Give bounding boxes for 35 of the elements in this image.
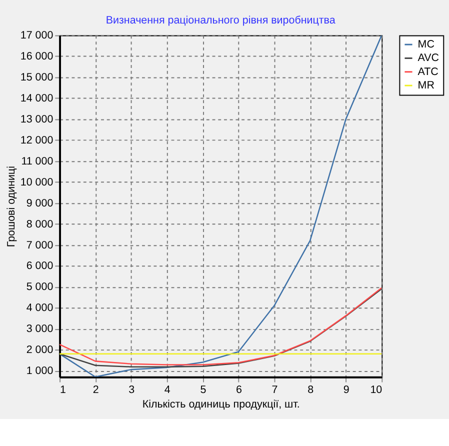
x-tick-label: 3 [128,384,135,396]
y-tick-label: 8 000 [26,218,54,230]
x-tick-label: 2 [92,384,99,396]
y-tick-label: 14 000 [20,92,54,105]
x-tick-label: 1 [60,384,66,396]
y-tick-label: 2 000 [26,344,54,356]
legend-label: AVC [418,52,440,64]
y-tick-label: 9 000 [26,197,54,210]
chart-title: Визначення раціонального рівня виробництва [106,14,336,27]
y-tick-label: 11 000 [21,155,54,168]
x-tick-label: 10 [370,384,382,396]
x-tick-label: 5 [200,384,206,396]
legend-label: ATC [418,66,439,78]
legend-label: MR [418,79,435,92]
x-tick-label: 6 [236,384,242,396]
y-tick-label: 1 000 [26,365,54,378]
y-tick-label: 5 000 [26,281,54,294]
x-axis-title: Кількість одиниць продукції, шт. [142,398,300,411]
y-tick-label: 15 000 [20,72,54,84]
y-tick-label: 16 000 [20,50,54,63]
y-tick-label: 12 000 [20,134,54,146]
y-axis-title: Грошові одиниці [6,166,18,248]
y-tick-label: 7 000 [26,239,54,252]
y-tick-label: 6 000 [26,260,54,272]
line-series [60,35,382,377]
x-tick-label: 7 [272,384,278,396]
legend-label: MC [418,38,435,50]
x-tick-label: 9 [343,384,350,396]
y-tick-label: 10 000 [20,176,54,188]
x-tick-label: 4 [164,384,170,396]
y-tick-label: 17 000 [20,30,54,42]
y-tick-label: 3 000 [26,323,54,336]
y-tick-label: 13 000 [20,114,54,126]
y-tick-label: 4 000 [26,302,54,314]
x-tick-label: 8 [308,384,314,396]
